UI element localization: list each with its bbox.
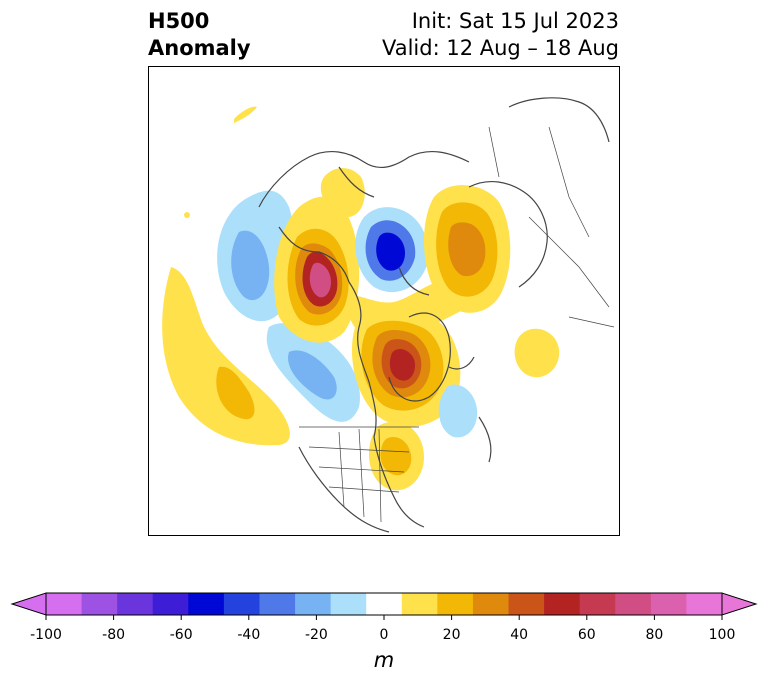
colorbar-tick-label: -40 (237, 627, 261, 643)
colorbar-segment (686, 593, 723, 615)
colorbar-tick-label: -80 (102, 627, 126, 643)
colorbar-segment (366, 593, 403, 615)
coastlines (258, 97, 610, 533)
borders (299, 126, 615, 523)
anomaly-positive-us-east-core (380, 437, 412, 476)
anomaly-positive-dot (184, 212, 190, 218)
colorbar-segment (259, 593, 296, 615)
colorbar-tick-label: -100 (30, 627, 62, 643)
colorbar-segment (330, 593, 367, 615)
colorbar-segment (46, 593, 83, 615)
anomaly-positive-west-peak (309, 262, 331, 298)
colorbar-segment (508, 593, 545, 615)
colorbar (10, 592, 758, 620)
anomaly-positive-east-dark (448, 222, 486, 277)
anomaly-positive-atlantic (514, 328, 560, 378)
anomaly-negative-arctic-core (376, 232, 405, 271)
colorbar-segment (615, 593, 652, 615)
colorbar-extend-max (721, 592, 758, 616)
colorbar-extend-min (10, 592, 47, 616)
colorbar-tick-label: -20 (304, 627, 328, 643)
colorbar-segment (81, 593, 118, 615)
colorbar-tick-label: -60 (169, 627, 193, 643)
colorbar-tick-label: 80 (645, 627, 664, 643)
anomaly-positive-arctic (320, 168, 365, 217)
colorbar-segment (295, 593, 332, 615)
colorbar-tick-label: 60 (577, 627, 596, 643)
colorbar-tick-label: 40 (510, 627, 529, 643)
map-canvas (162, 97, 615, 533)
colorbar-segment (223, 593, 260, 615)
colorbar-segment (437, 593, 474, 615)
colorbar-tick-label: 20 (442, 627, 461, 643)
valid-range: Valid: 12 Aug – 18 Aug (381, 36, 619, 60)
colorbar-segment (472, 593, 510, 615)
anomaly-negative-canada-core (288, 350, 337, 400)
title-line-1: H500 (148, 9, 210, 33)
init-date: Init: Sat 15 Jul 2023 (411, 9, 619, 33)
colorbar-segment (152, 593, 189, 615)
anomaly-positive-greenland-peak (389, 349, 415, 381)
anomaly-positive-speck (234, 106, 257, 123)
title-line-2: Anomaly (148, 36, 251, 60)
colorbar-segment (579, 593, 616, 615)
colorbar-segment (544, 593, 581, 615)
colorbar-segment (650, 593, 687, 615)
anomaly-positive-pacific (162, 267, 290, 446)
anomaly-fields (162, 106, 560, 491)
anomaly-negative-atlantic (438, 384, 478, 438)
chart-title: H500 Anomaly (148, 8, 251, 62)
anomaly-negative-alaska-core (231, 230, 270, 301)
colorbar-unit-label: m (373, 648, 395, 672)
colorbar-segment (401, 593, 438, 615)
anomaly-positive-pacific-core (216, 366, 255, 420)
chart-subtitle: Init: Sat 15 Jul 2023 Valid: 12 Aug – 18… (382, 8, 619, 62)
anomaly-map (148, 66, 620, 536)
colorbar-tick-label: 100 (708, 627, 736, 643)
colorbar-segment (188, 593, 225, 615)
colorbar-tick-label: 0 (379, 627, 389, 643)
colorbar-segment (117, 593, 154, 615)
